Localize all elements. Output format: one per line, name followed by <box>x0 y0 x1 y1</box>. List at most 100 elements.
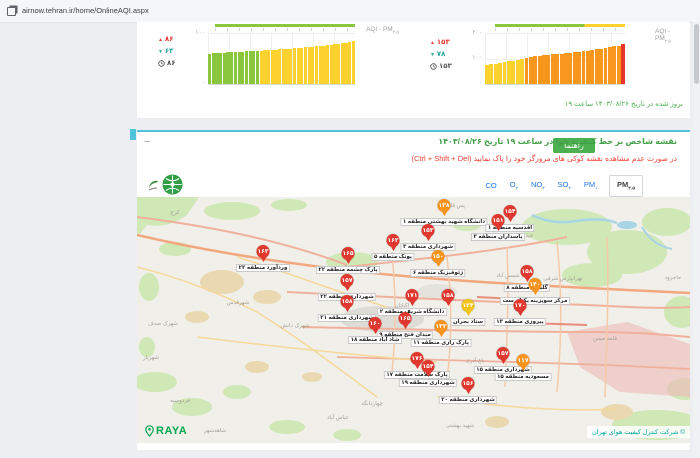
scrollbar-thumb[interactable] <box>694 24 699 84</box>
tab-pm10[interactable]: PM۱۰ <box>583 180 600 191</box>
aqi-marker[interactable]: ۱۶۵ <box>398 312 412 325</box>
chart-bar <box>489 64 494 84</box>
chart-bar <box>208 53 212 84</box>
chart-bar <box>485 65 489 84</box>
aqi-marker[interactable]: ۱۵۱ <box>491 214 505 227</box>
tab-o3[interactable]: O۳ <box>509 180 518 191</box>
station-label: پارک چشمه منطقه ۲۲ <box>315 266 381 274</box>
cropped-axis-ticks <box>495 28 625 31</box>
aqi-marker[interactable]: ۱۵۸ <box>520 265 534 278</box>
station-label: شهرداری منطقه ۲۱ <box>317 314 377 322</box>
cropped-chart-strip <box>215 24 355 27</box>
aqi-marker[interactable]: ۱۵۶ <box>461 377 475 390</box>
aqi-marker[interactable]: ۱۷۰ <box>513 299 527 312</box>
aqi-marker[interactable]: ۱۵۰ <box>431 250 445 263</box>
url-text[interactable]: airnow.tehran.ir/home/OnlineAQI.aspx <box>22 6 149 15</box>
station-label: شهرداری منطقه ۲۰ <box>438 396 498 404</box>
cropped-chart-strip <box>495 24 625 27</box>
clock-icon <box>430 63 437 70</box>
chart-bar <box>621 44 625 84</box>
aqi-marker[interactable]: ۱۷۱ <box>405 289 419 302</box>
chart-bar <box>568 52 573 84</box>
station-label: ستاد بحران <box>450 318 486 326</box>
tab-co[interactable]: CO <box>485 180 497 190</box>
chart-bar <box>219 52 223 84</box>
chart-bar <box>281 49 285 84</box>
aqi-marker[interactable]: ۱۴۰ <box>528 278 542 291</box>
aqi-bar-chart-right <box>485 33 625 85</box>
arrow-down-icon: ▼ <box>430 52 435 58</box>
y-tick: ۰ <box>478 80 482 86</box>
scrollbar-track[interactable] <box>693 22 700 458</box>
guide-button[interactable]: راهنما <box>553 138 595 153</box>
aqi-marker[interactable]: ۱۵۴ <box>503 205 517 218</box>
chart-bar <box>603 47 608 84</box>
chart-bar <box>577 51 582 84</box>
chart-bar <box>498 62 503 84</box>
tab-no2[interactable]: NO۲ <box>530 180 545 191</box>
arrow-down-icon: ▼ <box>158 49 163 55</box>
collapse-button[interactable]: − <box>144 136 151 148</box>
chart-bar <box>351 41 355 84</box>
chart-bar <box>594 49 599 84</box>
chart-bar <box>616 45 621 84</box>
place-label: شهرقدس <box>226 300 250 306</box>
chart-bar <box>520 59 525 84</box>
chart-bar <box>215 53 219 84</box>
tehran-aqi-map[interactable]: کرج پس قلعه چیذر شمس آباد تهرانپارس شرقی جاجر… <box>137 197 690 443</box>
station-label: مرکز سویزینه یکتاپرست <box>500 297 570 305</box>
station-label: شهرداری منطقه ۳ <box>400 243 456 251</box>
current-value: ۸۶ <box>158 58 202 69</box>
aqi-marker[interactable]: ۱۵۷ <box>496 347 510 360</box>
browser-url-bar[interactable]: airnow.tehran.ir/home/OnlineAQI.aspx <box>0 0 700 23</box>
aqi-marker[interactable]: ۱۶۳ <box>256 245 270 258</box>
raya-logo: RAYA <box>145 425 187 437</box>
aqi-marker[interactable]: ۱۲۴ <box>461 299 475 312</box>
aqi-marker[interactable]: ۱۵۸ <box>441 289 455 302</box>
place-label: پس قلعه <box>444 203 466 209</box>
chart-bar <box>506 61 511 84</box>
map-attribution: © شرکت کنترل کیفیت هوای تهران <box>587 426 690 438</box>
aqcc-logo-icon <box>162 174 183 195</box>
arrow-up-icon: ▲ <box>430 40 435 46</box>
aqi-marker[interactable]: ۱۷۶ <box>410 352 424 365</box>
pollutant-tabs: CO O۳ NO۲ SO۲ PM۱۰ PM۲.۵ <box>472 175 643 197</box>
place-label: فردوسیه <box>170 398 190 404</box>
aqi-marker[interactable]: ۱۵۳ <box>421 224 435 237</box>
tab-overview-icon[interactable] <box>7 7 16 16</box>
tab-pm25[interactable]: PM۲.۵ <box>609 175 643 197</box>
chart-bar <box>337 43 341 84</box>
aqi-marker[interactable]: ۱۶۰ <box>368 317 382 330</box>
aqi-marker[interactable]: ۱۵۴ <box>421 360 435 373</box>
chart-bar <box>296 47 300 84</box>
aqi-marker[interactable]: ۱۶۳ <box>386 234 400 247</box>
aqi-stats-right: ▲ ۱۵۳ ▼ ۷۸ ۱۵۳ <box>430 37 474 72</box>
chart-bar <box>270 49 274 84</box>
chart-bar <box>252 50 256 84</box>
station-label: پونک منطقه ۵ <box>371 253 415 261</box>
chart-bar <box>263 50 267 84</box>
aqi-marker[interactable]: ۱۵۷ <box>340 274 354 287</box>
chart-bar <box>581 51 586 84</box>
tab-so2[interactable]: SO۲ <box>557 180 571 191</box>
y-tick: ۲۰۰ <box>472 30 482 36</box>
aqi-marker[interactable]: ۱۶۵ <box>341 247 355 260</box>
chart-bar <box>226 52 230 84</box>
aqi-marker[interactable]: ۱۱۷ <box>516 354 530 367</box>
station-label: پیروزی منطقه ۱۳ <box>493 318 547 326</box>
chart-bar <box>344 42 348 84</box>
chart-bar <box>564 53 568 84</box>
chart-bar <box>546 54 551 84</box>
min-value: ▼ ۶۳ <box>158 48 174 55</box>
chart-bar <box>326 45 330 84</box>
place-label: شهید بهشتی <box>445 423 475 429</box>
y-tick: ۰ <box>201 80 205 86</box>
place-label: چهاردانگه <box>361 401 383 407</box>
station-label: پارک سلامت منطقه ۱۷ <box>383 371 451 379</box>
aqi-marker[interactable]: ۱۳۸ <box>437 199 451 212</box>
chart-bar <box>289 48 293 84</box>
aqi-marker[interactable]: ۱۵۸ <box>340 295 354 308</box>
aqi-marker[interactable]: ۱۳۳ <box>434 320 448 333</box>
station-label: شهرداری منطقه ۱۹ <box>398 379 458 387</box>
